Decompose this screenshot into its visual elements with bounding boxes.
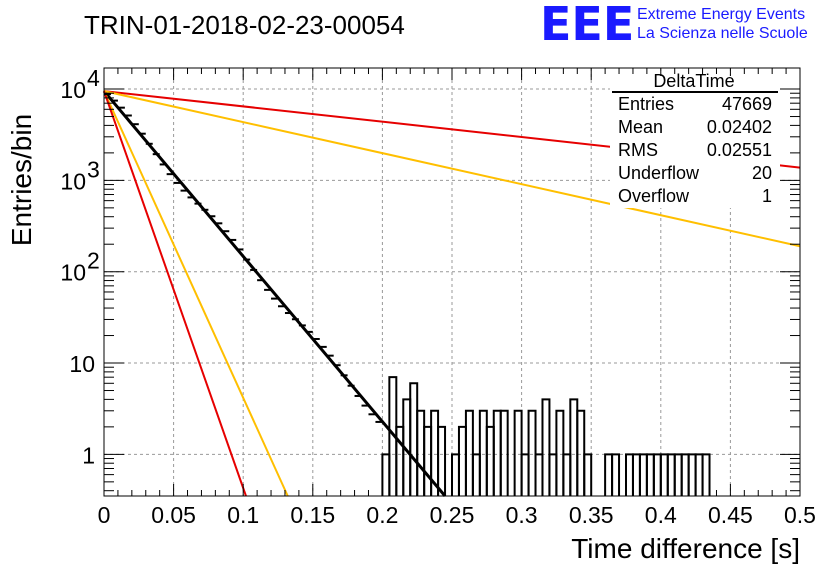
x-tick-label: 0.2 [366,502,398,528]
histogram-bin [457,425,467,496]
histogram-bin [423,425,433,496]
stats-title: DeltaTime [653,71,734,91]
histogram-bin [680,453,690,496]
x-tick-label: 0.1 [227,502,259,528]
stats-label: Mean [618,117,663,137]
histogram-bin [416,409,426,496]
y-tick-label: 10 [60,260,86,286]
stats-value: 20 [752,163,772,183]
y-tick-label: 10 [69,351,95,377]
histogram-bin [478,409,488,496]
ticks: 0 0.05 0.1 0.15 0.2 0.25 0.3 0.35 0.4 0.45 0.5 1 10 1… [60,65,816,528]
histogram-bin [645,453,655,496]
histogram-bin [437,425,447,496]
y-tick-label: 10 [60,77,86,103]
histogram-bin [451,453,460,496]
histogram-bin [485,425,495,496]
histogram-bin [611,453,621,496]
stats-value: 0.02402 [707,117,772,137]
x-tick-label: 0.4 [645,502,677,528]
histogram-bin [548,453,558,496]
histogram [104,93,711,496]
histogram-bin [694,453,704,496]
stats-value: 47669 [722,94,772,114]
histogram-bin [527,409,537,496]
stats-value: 1 [762,186,772,206]
eee-logo-text: EEE [540,0,634,51]
histogram-bin [541,398,551,496]
stats-label: Overflow [618,186,690,206]
fit-line [103,90,289,497]
chart-title: TRIN-01-2018-02-23-00054 [84,10,405,40]
histogram-bin [555,409,565,496]
histogram-bin [625,453,634,496]
y-axis-title: Entries/bin [6,114,37,246]
fit-line [102,90,447,497]
histogram-bin [569,398,579,496]
eee-logo-line2: La Scienza nelle Scuole [637,25,808,42]
x-tick-label: 0.45 [708,502,753,528]
histogram-bin [534,453,544,496]
stats-label: Entries [618,94,674,114]
histogram-bin [464,409,474,496]
histogram-bin [520,453,530,496]
eee-logo: EEE Extreme Energy Events La Scienza nel… [540,0,808,51]
stats-label: RMS [618,140,658,160]
x-tick-label: 0.5 [784,502,816,528]
x-tick-label: 0.25 [430,502,475,528]
histogram-bin [499,409,509,496]
fit-line [103,90,801,248]
histogram-bin [583,453,593,496]
x-tick-label: 0.35 [569,502,614,528]
histogram-bin [673,453,683,496]
histogram-bin [638,453,648,496]
y-tick-label: 1 [82,442,95,468]
histogram-bin [701,453,711,496]
histogram-bin [576,409,586,496]
stats-label: Underflow [618,163,700,183]
histogram-bin [687,453,697,496]
histogram-bin [631,453,641,496]
histogram-bin [492,409,502,496]
x-tick-label: 0.15 [290,502,335,528]
histogram-bin [604,453,614,496]
y-tick-exponent: 3 [87,156,100,182]
x-tick-label: 0 [98,502,111,528]
histogram-bin [659,453,669,496]
x-axis-title: Time difference [s] [571,533,800,564]
grid [104,68,800,496]
y-tick-exponent: 2 [87,248,100,274]
histogram-bin [471,453,481,496]
eee-logo-line1: Extreme Energy Events [637,6,805,23]
stats-box-background [610,76,780,208]
stats-value: 0.02551 [707,140,772,160]
histogram-bin [513,409,523,496]
fit-line [103,90,247,497]
histogram-bin [381,453,391,496]
x-tick-label: 0.3 [506,502,538,528]
y-tick-label: 10 [60,168,86,194]
histogram-bin [562,453,572,496]
y-tick-exponent: 4 [87,65,100,91]
stats-box: DeltaTime Entries 47669 Mean 0.02402 RMS… [610,71,780,208]
histogram-bin [652,453,662,496]
histogram-bin [409,382,419,496]
x-tick-label: 0.05 [151,502,196,528]
fit-curves [102,90,801,497]
histogram-bin [666,453,676,496]
